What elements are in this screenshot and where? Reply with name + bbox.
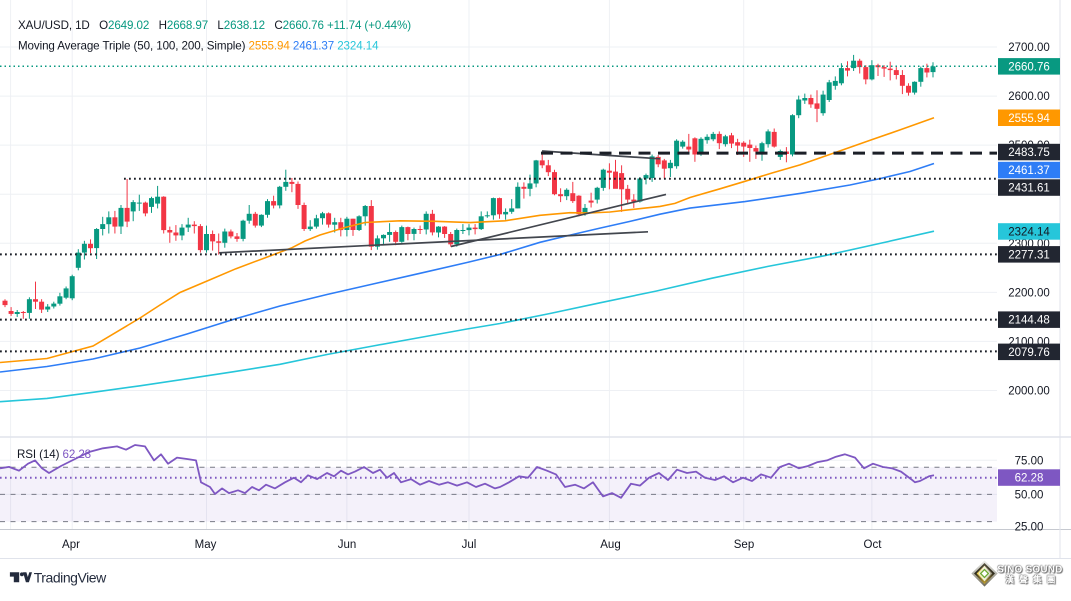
svg-text:62.28: 62.28 — [1015, 473, 1044, 485]
svg-text:2144.48: 2144.48 — [1008, 315, 1050, 327]
svg-text:Jul: Jul — [462, 539, 477, 551]
svg-text:Jun: Jun — [338, 539, 357, 551]
svg-text:2079.76: 2079.76 — [1008, 347, 1050, 359]
svg-text:Sep: Sep — [734, 539, 754, 551]
svg-text:2660.76: 2660.76 — [1008, 61, 1050, 73]
svg-text:Moving Average Triple (50, 100: Moving Average Triple (50, 100, 200, Sim… — [18, 39, 379, 52]
svg-text:2277.31: 2277.31 — [1008, 249, 1050, 261]
svg-text:2324.14: 2324.14 — [1008, 227, 1050, 239]
svg-text:2431.61: 2431.61 — [1008, 183, 1050, 195]
svg-text:2200.00: 2200.00 — [1008, 287, 1050, 299]
svg-text:RSI (14) 62.28: RSI (14) 62.28 — [17, 448, 91, 461]
svg-text:May: May — [195, 539, 217, 551]
svg-text:2000.00: 2000.00 — [1008, 386, 1050, 398]
svg-text:75.00: 75.00 — [1015, 456, 1044, 468]
svg-text:Oct: Oct — [864, 539, 883, 551]
svg-text:Aug: Aug — [600, 539, 620, 551]
svg-text:TradingView: TradingView — [34, 570, 107, 586]
svg-text:2483.75: 2483.75 — [1008, 147, 1050, 159]
svg-text:2461.37: 2461.37 — [1008, 165, 1050, 177]
svg-text:25.00: 25.00 — [1015, 522, 1044, 534]
svg-text:漢聲集團: 漢聲集團 — [1005, 574, 1060, 585]
svg-text:SINO SOUND: SINO SOUND — [997, 565, 1062, 576]
svg-text:Apr: Apr — [62, 539, 80, 551]
svg-text:2700.00: 2700.00 — [1008, 42, 1050, 54]
svg-text:XAU/USD, 1D O2649.02 H2668: XAU/USD, 1D O2649.02 H2668.97 L2638.12 C… — [18, 19, 411, 32]
svg-text:2555.94: 2555.94 — [1008, 113, 1050, 125]
svg-text:2600.00: 2600.00 — [1008, 91, 1050, 103]
svg-text:50.00: 50.00 — [1015, 490, 1044, 502]
